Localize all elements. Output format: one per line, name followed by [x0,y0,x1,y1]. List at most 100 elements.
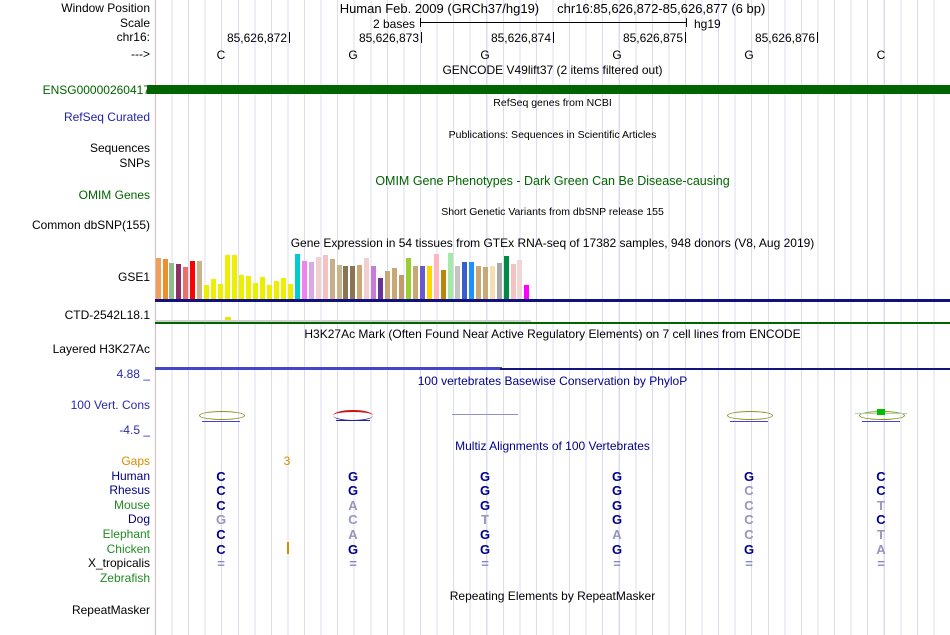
gtex-bar[interactable] [162,259,168,299]
gtex-bar[interactable] [426,266,432,299]
repeatmasker-item-label[interactable]: RepeatMasker [71,603,150,617]
gtex-bar[interactable] [392,268,398,299]
gtex-bar[interactable] [246,276,251,299]
gtex-bar[interactable] [239,275,244,299]
gtex-bar[interactable] [252,283,258,299]
gtex-item-label[interactable]: GSE1 [117,270,150,284]
gtex-bar[interactable] [301,261,307,299]
gencode-gene-bar[interactable] [147,85,950,94]
gtex-bar[interactable] [155,258,161,299]
gtex-bar[interactable] [420,266,425,299]
gtex-bar[interactable] [503,256,509,299]
gtex-bar[interactable] [357,265,363,299]
refseq-track-title[interactable]: RefSeq genes from NCBI [493,97,612,109]
gtex-bar[interactable] [510,264,516,299]
h3k27ac-item-label[interactable]: Layered H3K27Ac [52,342,150,356]
gtex-bar[interactable] [461,262,467,299]
gtex-bar[interactable] [385,271,391,299]
ctd-item-label[interactable]: CTD-2542L18.1 [64,308,150,322]
species-label-rhesus[interactable]: Rhesus [109,483,150,498]
alignment-base: G [347,483,359,499]
gtex-bar[interactable] [197,261,203,299]
gtex-bar[interactable] [225,255,231,299]
gtex-bar[interactable] [364,258,370,299]
gtex-bar[interactable] [183,267,189,299]
gtex-bar[interactable] [399,275,405,299]
gencode-track-title[interactable]: GENCODE V49lift37 (2 items filtered out) [442,63,663,77]
h3k27ac-signal-line-right[interactable] [500,368,950,370]
omim-track-title[interactable]: OMIM Gene Phenotypes - Dark Green Can Be… [375,174,730,188]
gtex-bar[interactable] [294,254,300,299]
gtex-bar[interactable] [378,278,384,299]
gtex-bar[interactable] [371,266,377,299]
publications-track-title[interactable]: Publications: Sequences in Scientific Ar… [448,129,657,141]
dbsnp-track-title[interactable]: Short Genetic Variants from dbSNP releas… [441,206,664,218]
gtex-bar[interactable] [440,270,446,299]
snps-item-label[interactable]: SNPs [119,156,150,170]
species-label-gaps[interactable]: Gaps [121,454,150,468]
h3k27ac-signal-line-left[interactable] [155,367,502,370]
alignment-base: C [744,497,754,513]
alignment-base: G [347,468,359,484]
species-label-elephant[interactable]: Elephant [102,527,150,541]
gtex-bar[interactable] [308,262,314,299]
gtex-bar[interactable] [204,285,210,299]
gtex-bar[interactable] [489,266,495,299]
species-label-human[interactable]: Human [111,468,150,483]
gtex-bar[interactable] [350,266,356,299]
multiz-track-title[interactable]: Multiz Alignments of 100 Vertebrates [455,439,650,453]
cons-item-label[interactable]: 100 Vert. Cons [70,398,150,412]
ruler-label: 85,626,873 [358,31,419,45]
omim-item-label[interactable]: OMIM Genes [78,188,150,202]
gtex-bar[interactable] [454,266,460,299]
species-label-chicken[interactable]: Chicken [106,541,150,556]
gtex-bar[interactable] [329,259,335,299]
species-label-dog[interactable]: Dog [127,512,150,527]
gtex-bar[interactable] [343,266,349,299]
species-label-mouse[interactable]: Mouse [113,497,150,512]
gtex-bar[interactable] [475,266,481,299]
ruler-label: 85,626,875 [622,31,683,45]
gtex-bar[interactable] [406,258,412,299]
gtex-bar[interactable] [176,264,182,299]
reference-base: G [348,48,358,62]
gtex-bar[interactable] [287,284,293,299]
ctd-transcript-line[interactable] [155,322,950,324]
gencode-item-label[interactable]: ENSG00000260417 [42,83,150,97]
alignment-base: A [348,527,358,542]
gtex-bar[interactable] [433,254,439,299]
conservation-glyph [730,421,768,422]
gtex-bar[interactable] [190,261,196,299]
gtex-bar[interactable] [336,265,342,299]
sequences-item-label[interactable]: Sequences [89,141,150,155]
gtex-bar[interactable] [322,255,328,299]
gtex-bar[interactable] [232,255,238,299]
gtex-bar[interactable] [468,262,474,299]
gtex-bar[interactable] [315,257,321,299]
gtex-bar[interactable] [496,263,502,299]
window-start-line [155,0,156,635]
gtex-track-title[interactable]: Gene Expression in 54 tissues from GTEx … [290,236,815,250]
gtex-bar[interactable] [259,277,265,299]
h3k27ac-track-title[interactable]: H3K27Ac Mark (Often Found Near Active Re… [304,327,801,341]
gtex-bar[interactable] [447,253,453,299]
ruler-tick [817,32,818,43]
gtex-bar[interactable] [211,279,217,299]
gtex-bar[interactable] [218,284,224,299]
species-label-zebrafish[interactable]: Zebrafish [99,570,150,585]
alignment-base: = [217,556,225,572]
repeatmasker-track-title[interactable]: Repeating Elements by RepeatMasker [449,589,656,603]
gtex-bar[interactable] [280,278,286,299]
gtex-bar[interactable] [169,263,175,299]
dbsnp-item-label[interactable]: Common dbSNP(155) [31,218,150,232]
gtex-bar[interactable] [482,267,488,299]
gtex-bar[interactable] [413,266,418,299]
conservation-track-title[interactable]: 100 vertebrates Basewise Conservation by… [417,374,688,388]
gtex-bar[interactable] [524,285,530,299]
species-label-x_tropicalis[interactable]: X_tropicalis [87,556,150,571]
gtex-bar[interactable] [517,260,523,299]
alignment-base: C [216,497,226,513]
refseq-item-label[interactable]: RefSeq Curated [63,110,150,124]
gtex-bar[interactable] [273,281,279,299]
gtex-bar[interactable] [266,285,272,299]
